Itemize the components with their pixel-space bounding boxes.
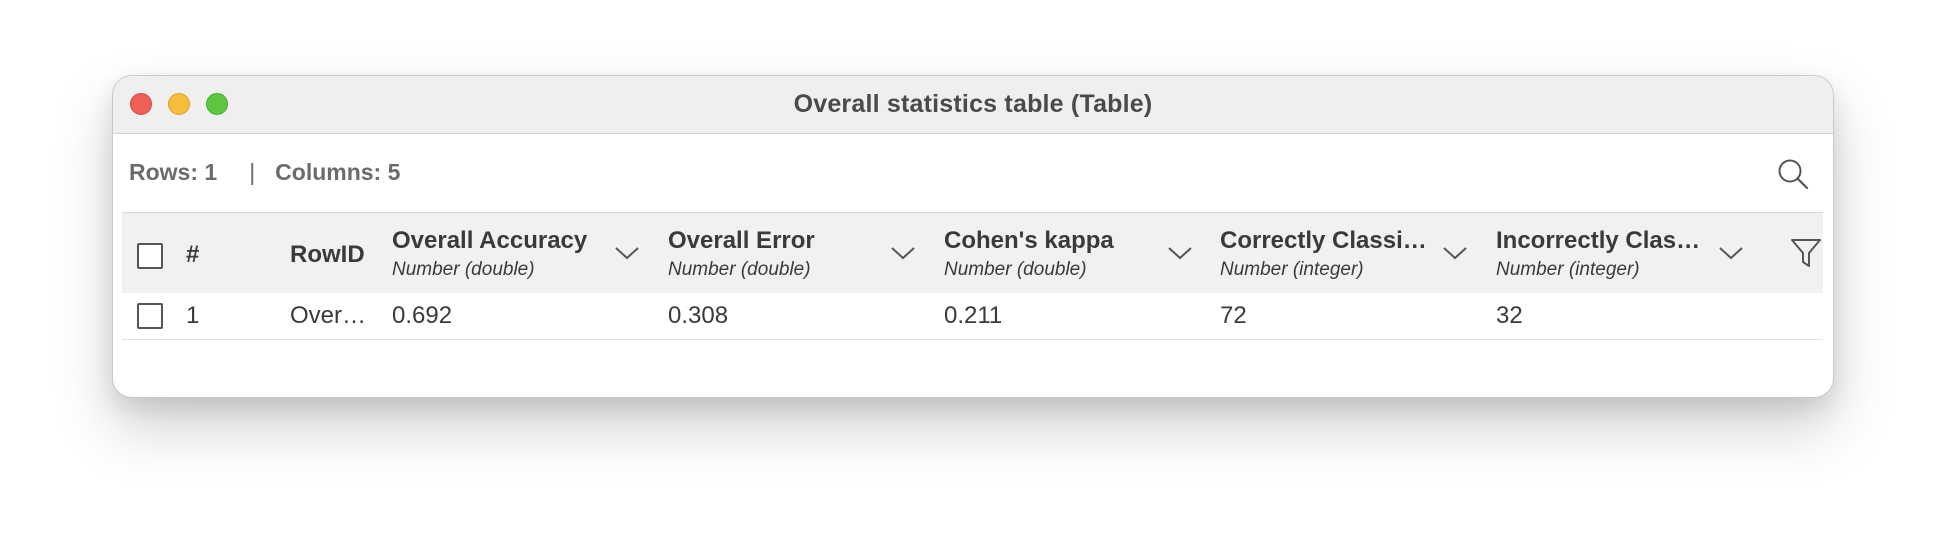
- header-rowid[interactable]: RowID: [290, 241, 365, 268]
- header-type: Number (double): [668, 259, 811, 280]
- header-correctly-classified[interactable]: Correctly Classi… Number (integer): [1220, 227, 1427, 281]
- header-name: Cohen's kappa: [944, 227, 1114, 254]
- header-type: Number (double): [392, 259, 535, 280]
- header-name: Overall Accuracy: [392, 227, 588, 254]
- table-window: Overall statistics table (Table) Rows: 1…: [112, 75, 1834, 398]
- header-overall-error[interactable]: Overall Error Number (double): [668, 227, 815, 281]
- row-index: 1: [186, 302, 200, 329]
- header-type: Number (integer): [1220, 259, 1364, 280]
- header-index: #: [186, 241, 200, 268]
- search-icon[interactable]: [1775, 156, 1811, 192]
- cell-overall-error: 0.308: [668, 302, 729, 329]
- header-cohens-kappa[interactable]: Cohen's kappa Number (double): [944, 227, 1114, 281]
- minimize-window-button[interactable]: [168, 93, 190, 115]
- cell-incorrectly-classified: 32: [1496, 302, 1523, 329]
- chevron-down-icon[interactable]: [1442, 245, 1468, 261]
- header-overall-accuracy[interactable]: Overall Accuracy Number (double): [392, 227, 587, 281]
- table-header-row: # RowID Overall Accuracy Number (double)…: [122, 212, 1823, 293]
- chevron-down-icon[interactable]: [1718, 245, 1744, 261]
- header-type: Number (double): [944, 259, 1087, 280]
- maximize-window-button[interactable]: [206, 93, 228, 115]
- row-id: Over…: [290, 302, 367, 329]
- window-controls: [130, 93, 228, 115]
- header-name: Incorrectly Clas…: [1496, 227, 1701, 254]
- cell-cohens-kappa: 0.211: [944, 302, 1003, 329]
- row-select-checkbox[interactable]: [137, 303, 163, 329]
- rows-count: Rows: 1: [129, 159, 218, 185]
- info-separator: |: [249, 159, 256, 185]
- header-name: Correctly Classi…: [1220, 227, 1427, 254]
- filter-icon[interactable]: [1790, 237, 1822, 269]
- chevron-down-icon[interactable]: [614, 245, 640, 261]
- chevron-down-icon[interactable]: [1167, 245, 1193, 261]
- header-incorrectly-classified[interactable]: Incorrectly Clas… Number (integer): [1496, 227, 1700, 281]
- header-type: Number (integer): [1496, 259, 1640, 280]
- table-row[interactable]: 1 Over… 0.692 0.308 0.211 72 32: [122, 293, 1823, 340]
- window-title: Overall statistics table (Table): [793, 90, 1153, 118]
- columns-count: Columns: 5: [275, 159, 401, 185]
- cell-correctly-classified: 72: [1220, 302, 1247, 329]
- select-all-checkbox[interactable]: [137, 243, 163, 269]
- chevron-down-icon[interactable]: [890, 245, 916, 261]
- close-window-button[interactable]: [130, 93, 152, 115]
- cell-overall-accuracy: 0.692: [392, 302, 453, 329]
- title-bar[interactable]: Overall statistics table (Table): [113, 76, 1833, 134]
- table-info-bar: Rows: 1 | Columns: 5: [113, 134, 1833, 211]
- header-name: Overall Error: [668, 227, 815, 254]
- data-table: # RowID Overall Accuracy Number (double)…: [122, 212, 1823, 340]
